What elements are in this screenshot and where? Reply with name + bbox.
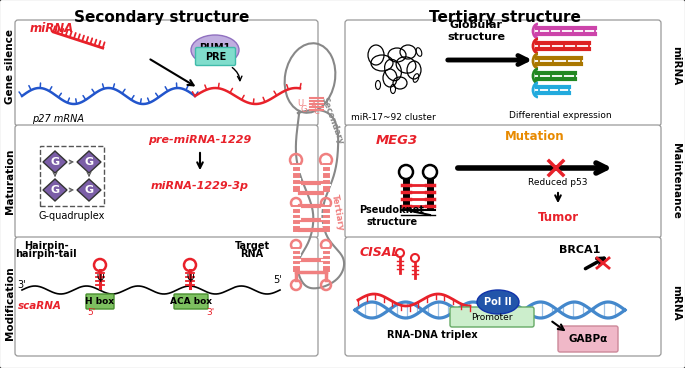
Text: Modification: Modification xyxy=(5,266,15,340)
Text: mRNA: mRNA xyxy=(671,285,681,321)
Text: Gene silence: Gene silence xyxy=(5,28,15,103)
FancyBboxPatch shape xyxy=(15,237,318,356)
Text: Pseudoknot
structure: Pseudoknot structure xyxy=(360,205,425,227)
Text: 3': 3' xyxy=(18,280,26,290)
Text: BRCA1: BRCA1 xyxy=(560,245,601,255)
Text: miR-17~92 cluster: miR-17~92 cluster xyxy=(351,113,436,121)
Text: MEG3: MEG3 xyxy=(376,134,419,146)
Text: Maintenance: Maintenance xyxy=(671,143,681,219)
Text: C: C xyxy=(313,107,319,117)
Text: G: G xyxy=(84,157,94,167)
FancyBboxPatch shape xyxy=(345,125,661,238)
Text: G: G xyxy=(51,157,60,167)
Ellipse shape xyxy=(191,35,239,65)
Ellipse shape xyxy=(477,290,519,314)
FancyBboxPatch shape xyxy=(174,294,208,309)
Text: Ψ: Ψ xyxy=(96,274,104,284)
Text: G: G xyxy=(51,185,60,195)
Text: miRNA: miRNA xyxy=(671,46,681,86)
FancyBboxPatch shape xyxy=(195,47,236,66)
Polygon shape xyxy=(43,151,67,173)
Text: hairpin-tail: hairpin-tail xyxy=(15,249,77,259)
Text: CISAL: CISAL xyxy=(360,247,400,259)
Text: Pol II: Pol II xyxy=(484,297,512,307)
Text: Mutation: Mutation xyxy=(505,130,565,142)
Text: Differential expression: Differential expression xyxy=(509,112,611,120)
Text: Tertiary: Tertiary xyxy=(330,194,346,232)
Text: Secondary structure: Secondary structure xyxy=(74,10,250,25)
Text: Reduced p53: Reduced p53 xyxy=(528,178,588,187)
Text: PUM1: PUM1 xyxy=(199,43,231,53)
Text: Ψ: Ψ xyxy=(186,274,194,284)
FancyBboxPatch shape xyxy=(86,294,114,309)
Polygon shape xyxy=(43,179,67,201)
FancyBboxPatch shape xyxy=(345,237,661,356)
Text: Target: Target xyxy=(234,241,270,251)
FancyBboxPatch shape xyxy=(15,125,318,238)
Text: G-quadruplex: G-quadruplex xyxy=(39,211,105,221)
Text: Tumor: Tumor xyxy=(538,211,579,224)
Text: 5': 5' xyxy=(273,275,282,285)
Text: Promoter: Promoter xyxy=(471,312,513,322)
FancyBboxPatch shape xyxy=(15,20,318,126)
Text: miRNA-1229-3p: miRNA-1229-3p xyxy=(151,181,249,191)
Text: H box: H box xyxy=(86,297,114,306)
Text: GABPα: GABPα xyxy=(569,334,608,344)
FancyBboxPatch shape xyxy=(450,307,534,327)
Text: RNA: RNA xyxy=(240,249,264,259)
FancyBboxPatch shape xyxy=(345,20,661,126)
Text: G: G xyxy=(301,106,308,114)
Text: Hairpin-: Hairpin- xyxy=(24,241,68,251)
Text: ACA box: ACA box xyxy=(170,297,212,306)
Polygon shape xyxy=(77,151,101,173)
Text: 3': 3' xyxy=(206,308,214,317)
Text: p27 mRNA: p27 mRNA xyxy=(32,114,84,124)
Text: U: U xyxy=(297,99,303,107)
Text: miRNA: miRNA xyxy=(30,21,74,35)
Text: RNA-DNA triplex: RNA-DNA triplex xyxy=(387,330,477,340)
Text: Globular
structure: Globular structure xyxy=(447,20,505,42)
Text: PRE: PRE xyxy=(205,52,226,61)
Text: A: A xyxy=(311,100,317,110)
Text: Tertiary structure: Tertiary structure xyxy=(429,10,581,25)
Text: Secondary: Secondary xyxy=(319,96,345,146)
Text: pre-miRNA-1229: pre-miRNA-1229 xyxy=(149,135,251,145)
Polygon shape xyxy=(77,179,101,201)
FancyBboxPatch shape xyxy=(558,326,618,352)
Text: Maturation: Maturation xyxy=(5,148,15,214)
Text: 5': 5' xyxy=(87,308,95,317)
Text: scaRNA: scaRNA xyxy=(18,301,62,311)
Text: G: G xyxy=(84,185,94,195)
